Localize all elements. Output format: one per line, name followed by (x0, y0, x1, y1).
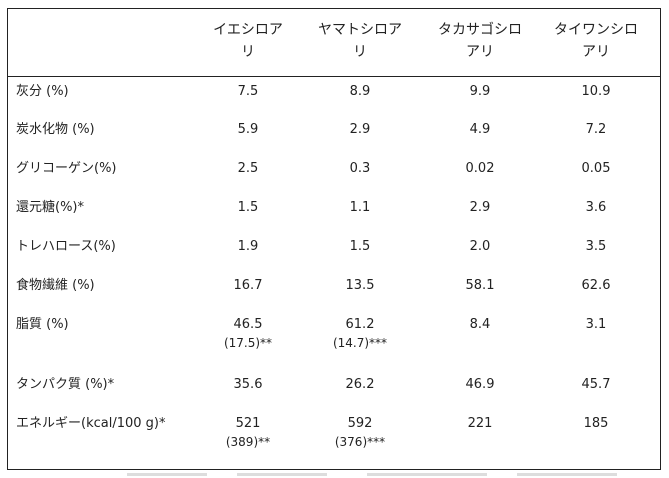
table-cell: 62.6 (581, 278, 611, 293)
row-label-energy: エネルギー(kcal/100 g)* (16, 416, 166, 431)
table-cell: 3.1 (585, 317, 607, 332)
table-cell: 7.2 (585, 122, 607, 137)
table-cell: 61.2 (14.7)*** (320, 315, 400, 352)
cell-value: 61.2 (345, 317, 375, 332)
row-label-reducing-sugar: 還元糖(%)* (16, 200, 84, 215)
table-cell: 1.9 (237, 239, 259, 254)
table-cell: 2.5 (237, 161, 259, 176)
cell-value: 46.5 (233, 317, 263, 332)
table-cell: 2.0 (469, 239, 491, 254)
table-cell: 9.9 (469, 84, 491, 99)
table-cell: 8.9 (349, 84, 371, 99)
table-cell: 26.2 (345, 377, 375, 392)
table-cell: 0.02 (465, 161, 495, 176)
table-cell: 13.5 (345, 278, 375, 293)
table-cell: 8.4 (469, 317, 491, 332)
table-cell: 3.5 (585, 239, 607, 254)
column-header-ieshiroari: イエシロアリ (213, 22, 283, 60)
table-cell: 185 (583, 416, 609, 431)
table-cell: 45.7 (581, 377, 611, 392)
table-cell: 0.3 (349, 161, 371, 176)
nutrition-table: イエシロアリ ヤマトシロアリ タカサゴシロ アリ タイワンシロ アリ 灰分 (%) … (7, 8, 661, 470)
cell-subvalue: (14.7)*** (332, 336, 388, 350)
column-header-takasagoshiroari: タカサゴシロ アリ (438, 22, 522, 60)
row-label-dietary-fiber: 食物繊維 (%) (16, 278, 95, 293)
table-cell: 3.6 (585, 200, 607, 215)
table-cell: 46.5 (17.5)** (208, 315, 288, 352)
table-cell: 7.5 (237, 84, 259, 99)
table-cell: 0.05 (581, 161, 611, 176)
table-cell: 2.9 (469, 200, 491, 215)
column-header-taiwanshiroari: タイワンシロ アリ (554, 22, 638, 60)
cell-subvalue: (389)** (225, 435, 271, 449)
row-label-trehalose: トレハロース(%) (16, 239, 116, 254)
table-cell: 4.9 (469, 122, 491, 137)
table-cell: 592 (376)*** (320, 414, 400, 451)
table-cell: 35.6 (233, 377, 263, 392)
table-cell: 1.5 (349, 239, 371, 254)
table-cell: 10.9 (581, 84, 611, 99)
table-cell: 46.9 (465, 377, 495, 392)
cell-value: 521 (235, 416, 261, 431)
cell-value: 592 (347, 416, 373, 431)
row-label-ash: 灰分 (%) (16, 84, 69, 99)
header-divider (8, 76, 660, 77)
cell-subvalue: (376)*** (334, 435, 386, 449)
table-cell: 521 (389)** (208, 414, 288, 451)
table-cell: 16.7 (233, 278, 263, 293)
cell-subvalue: (17.5)** (223, 336, 273, 350)
table-cell: 1.5 (237, 200, 259, 215)
row-label-lipid: 脂質 (%) (16, 317, 69, 332)
table-cell: 2.9 (349, 122, 371, 137)
table-cell: 1.1 (349, 200, 371, 215)
table-cell: 58.1 (465, 278, 495, 293)
table-cell: 221 (467, 416, 493, 431)
row-label-protein: タンパク質 (%)* (16, 377, 115, 392)
row-label-carbohydrate: 炭水化物 (%) (16, 122, 95, 137)
row-label-glycogen: グリコーゲン(%) (16, 161, 117, 176)
cropped-caption-line (7, 472, 661, 478)
table-cell: 5.9 (237, 122, 259, 137)
column-header-yamatoshiroari: ヤマトシロアリ (318, 22, 402, 60)
